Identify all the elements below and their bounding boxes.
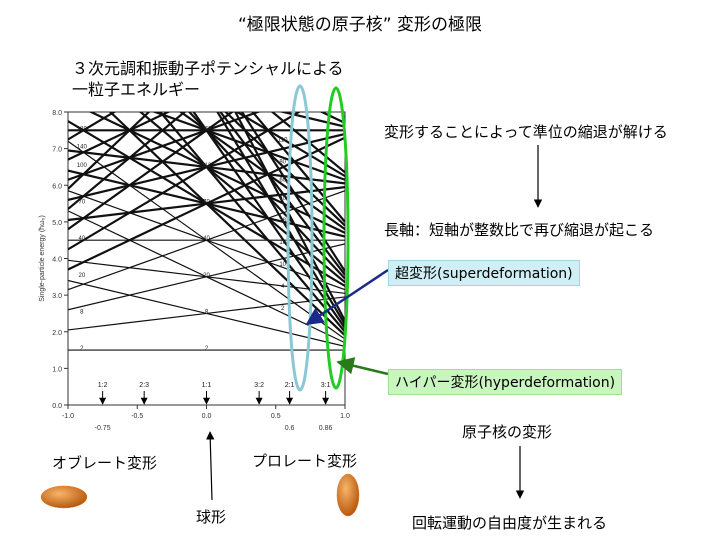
y-tick-label: 0.0 — [52, 403, 62, 410]
energy-level-line — [68, 112, 151, 190]
prolate-nucleus — [336, 473, 360, 517]
page-title: “極限状態の原子核” 変形の極限 — [237, 15, 483, 35]
energy-level-line — [68, 41, 345, 74]
axis-ratio-label: 3:1 — [321, 382, 331, 389]
note-integer-ratio: 長軸：短軸が整数比で再び縮退が起こる — [384, 221, 655, 239]
chart-subtitle: ３次元調和振動子ポテンシャルによる 一粒子エネルギー — [72, 58, 344, 100]
hyperdeformation-ellipse — [322, 86, 350, 390]
y-tick-label: 5.0 — [52, 220, 62, 227]
note-degeneracy-lifted: 変形することによって準位の縮退が解ける — [384, 123, 668, 141]
note-rotation: 回転運動の自由度が生まれる — [412, 514, 608, 532]
x-tick-label: 1.0 — [340, 413, 350, 420]
degeneracy-label-left: 8 — [80, 309, 84, 315]
energy-level-line — [270, 112, 345, 174]
superdeformation-arrow — [305, 268, 389, 326]
y-tick-label: 3.0 — [52, 293, 62, 300]
degeneracy-label-super: 16 — [279, 240, 286, 246]
x-tick-label-secondary: 0.86 — [319, 425, 333, 432]
y-tick-label: 6.0 — [52, 183, 62, 190]
degeneracy-label-center: 8 — [205, 309, 209, 315]
degeneracy-label-left: 180 — [77, 126, 88, 132]
y-tick-label: 7.0 — [52, 147, 62, 154]
energy-level-line — [68, 24, 345, 90]
x-tick-label-secondary: -0.75 — [95, 425, 111, 432]
degeneracy-label-super: 110 — [278, 137, 288, 143]
y-tick-label: 1.0 — [52, 366, 62, 373]
subtitle-line-2: 一粒子エネルギー — [72, 80, 201, 99]
degeneracy-label-left: 140 — [77, 145, 88, 151]
energy-level-line — [216, 112, 345, 325]
hyperdeformation-arrow — [336, 357, 389, 376]
y-axis-label: Single-particle energy (ħω₀) — [39, 215, 46, 302]
axis-ratio-label: 1:2 — [98, 382, 108, 389]
energy-level-line — [319, 112, 345, 124]
superdeformation-ellipse — [286, 84, 314, 392]
prolate-label: プロレート変形 — [252, 452, 358, 470]
energy-level-line — [158, 112, 345, 333]
y-tick-label: 4.0 — [52, 257, 62, 264]
energy-level-line — [240, 112, 345, 272]
x-tick-label: -0.5 — [131, 413, 143, 420]
energy-level-line — [68, 279, 345, 347]
energy-level-line — [68, 112, 187, 210]
degeneracy-label-super: 40 — [279, 196, 286, 202]
degeneracy-label-super: 60 — [279, 178, 286, 184]
degeneracy-label-left: 100 — [77, 163, 88, 169]
degeneracy-label-super: 2 — [281, 306, 285, 312]
energy-level-line — [219, 112, 345, 276]
oblate-label: オブレート変形 — [52, 454, 158, 472]
energy-level-line — [235, 112, 345, 178]
degeneracy-label-center: 112 — [202, 163, 212, 169]
x-tick-label: -1.0 — [62, 413, 74, 420]
superdeformation-label: 超変形(superdeformation) — [388, 260, 580, 286]
note-nuclear-deformation: 原子核の変形 — [462, 423, 553, 441]
energy-level-line — [251, 112, 345, 223]
degeneracy-label-center: 40 — [203, 236, 210, 242]
axis-ratio-label: 3:2 — [254, 382, 264, 389]
x-tick-label: 0.5 — [271, 413, 281, 420]
degeneracy-label-left: 40 — [79, 236, 86, 242]
y-tick-label: 2.0 — [52, 330, 62, 337]
axis-ratio-label: 1:1 — [202, 382, 212, 389]
energy-level-line — [68, 140, 345, 340]
energy-level-line — [68, 210, 345, 344]
x-tick-label-secondary: 0.6 — [285, 425, 295, 432]
degeneracy-label-left: 20 — [79, 273, 86, 279]
degeneracy-label-super: 80 — [279, 159, 286, 165]
oblate-nucleus — [40, 485, 88, 509]
x-tick-label: 0.0 — [202, 413, 212, 420]
degeneracy-label-center: 168 — [201, 126, 212, 132]
energy-level-line — [278, 112, 345, 128]
degeneracy-label-left: 70 — [79, 200, 86, 206]
sphere-label: 球形 — [196, 508, 227, 526]
y-tick-label: 8.0 — [52, 110, 62, 117]
degeneracy-label-center: 70 — [203, 200, 210, 206]
level-lines — [68, 24, 345, 351]
energy-level-line — [108, 112, 345, 337]
degeneracy-label-center: 2 — [205, 346, 209, 352]
sphere-arrow — [206, 431, 215, 501]
energy-level-line — [224, 112, 345, 227]
axis-ratio-label: 2:3 — [139, 382, 149, 389]
degeneracy-label-super: 4 — [281, 284, 285, 290]
axis-ratio-label: 2:1 — [285, 382, 295, 389]
degeneracy-label-super: 10 — [279, 262, 286, 268]
degeneracy-label-left: 2 — [80, 346, 84, 352]
degeneracy-label-center: 20 — [203, 273, 210, 279]
hyperdeformation-label: ハイパー変形(hyperdeformation) — [388, 369, 623, 395]
energy-level-line — [68, 112, 171, 161]
degeneracy-label-super: 28 — [279, 218, 286, 224]
energy-level-line — [234, 112, 345, 322]
subtitle-line-1: ３次元調和振動子ポテンシャルによる — [72, 59, 344, 78]
energy-level-line — [192, 112, 345, 329]
